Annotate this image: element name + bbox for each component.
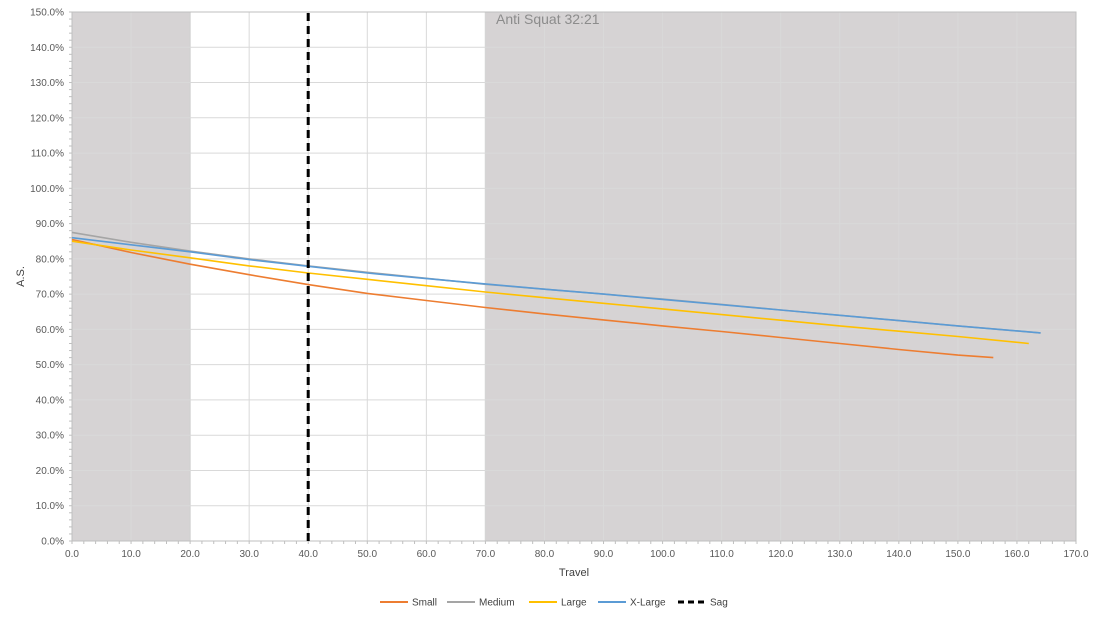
x-tick-label: 90.0 (594, 549, 614, 560)
y-tick-label: 70.0% (36, 290, 64, 301)
y-tick-label: 30.0% (36, 431, 64, 442)
y-tick-label: 120.0% (30, 113, 64, 124)
y-axis-title: A.S. (15, 266, 27, 287)
x-tick-label: 70.0 (476, 549, 496, 560)
y-tick-label: 90.0% (36, 219, 64, 230)
legend-label-x-large: X-Large (630, 598, 666, 609)
y-tick-label: 130.0% (30, 78, 64, 89)
y-tick-label: 40.0% (36, 395, 64, 406)
legend-label-small: Small (412, 598, 437, 609)
x-tick-label: 150.0 (945, 549, 970, 560)
series-line-x-large (71, 236, 1041, 334)
x-tick-label: 100.0 (650, 549, 675, 560)
shaded-regions (71, 11, 1077, 542)
y-tick-labels: 0.0% 10.0% 20.0% 30.0% 40.0% 50.0% 60.0% 70.0% 8… (30, 8, 64, 548)
legend-label-large: Large (561, 598, 587, 609)
legend-label-sag: Sag (710, 598, 728, 609)
x-tick-label: 50.0 (358, 549, 378, 560)
y-tick-label: 20.0% (36, 466, 64, 477)
x-tick-label: 20.0 (180, 549, 200, 560)
series-line-large (71, 240, 1029, 345)
x-tick-label: 110.0 (709, 549, 734, 560)
x-tick-label: 30.0 (239, 549, 259, 560)
series-lines (71, 12, 1041, 541)
y-tick-label: 80.0% (36, 254, 64, 265)
x-tick-label: 80.0 (535, 549, 555, 560)
y-tick-label: 0.0% (41, 537, 64, 548)
series-line-small (71, 238, 994, 359)
x-tick-label: 160.0 (1004, 549, 1029, 560)
y-tick-label: 140.0% (30, 43, 64, 54)
legend-label-medium: Medium (479, 598, 515, 609)
x-tick-label: 170.0 (1063, 549, 1088, 560)
x-tick-labels: 0.0 10.0 20.0 30.0 40.0 50.0 60.0 70.0 80.0 90.0 1… (65, 549, 1089, 560)
y-tick-label: 50.0% (36, 360, 64, 371)
y-tick-label: 150.0% (30, 8, 64, 19)
x-tick-label: 0.0 (65, 549, 79, 560)
y-tick-label: 10.0% (36, 501, 64, 512)
x-tick-label: 60.0 (417, 549, 437, 560)
x-axis-title: Travel (559, 567, 589, 579)
y-tick-label: 60.0% (36, 325, 64, 336)
plot-border (71, 11, 1077, 542)
x-tick-label: 10.0 (121, 549, 141, 560)
x-tick-label: 140.0 (886, 549, 911, 560)
x-tick-label: 40.0 (299, 549, 319, 560)
x-tick-label: 120.0 (768, 549, 793, 560)
x-tick-label: 130.0 (827, 549, 852, 560)
chart-title: Anti Squat 32:21 (496, 11, 600, 27)
y-tick-label: 100.0% (30, 184, 64, 195)
y-tick-label: 110.0% (31, 149, 64, 160)
legend: Small Medium Large X-Large Sag (380, 598, 728, 609)
gridlines (69, 11, 1077, 544)
